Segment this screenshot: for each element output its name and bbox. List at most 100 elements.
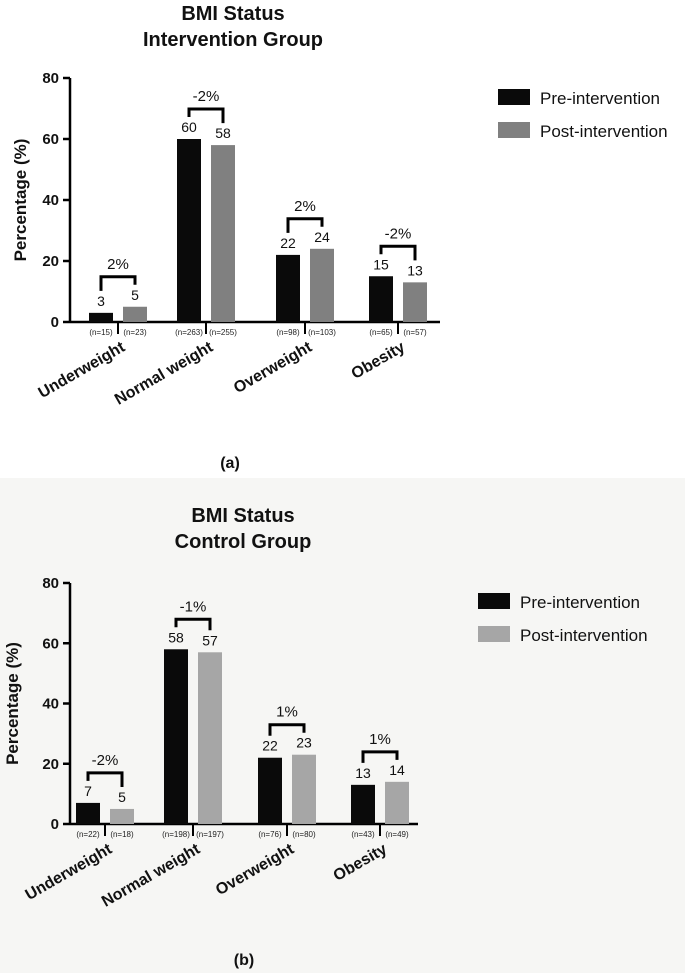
sample-size-label: (n=65) (369, 328, 393, 337)
legend-label: Post-intervention (520, 626, 648, 645)
bar-chart-control: BMI Status Control Group 0 20 40 60 80 Percenta… (3, 505, 648, 969)
difference-bracket (86, 771, 124, 787)
sample-size-label: (n=197) (196, 830, 224, 839)
bar-value-label: 14 (389, 762, 405, 778)
difference-label: -2% (193, 88, 220, 105)
chart-title: BMI Status (191, 505, 294, 527)
bar-chart-intervention: BMI Status Intervention Group 0 20 40 60 80 Per… (11, 3, 668, 472)
difference-label: -2% (92, 752, 119, 769)
bar (211, 145, 235, 322)
sample-size-label: (n=49) (385, 830, 409, 839)
bar-value-label: 22 (262, 738, 278, 754)
bar (110, 808, 134, 824)
y-tick-label: 20 (42, 756, 59, 773)
bar (369, 276, 393, 322)
bar-value-label: 57 (202, 632, 218, 648)
sample-size-label: (n=80) (292, 830, 316, 839)
category-label: Obesity (349, 339, 408, 383)
sample-size-label: (n=15) (89, 328, 113, 337)
chart-panel-b: BMI Status Control Group 0 20 40 60 80 Percenta… (0, 478, 685, 973)
bar (198, 652, 222, 824)
bar-value-label: 13 (355, 765, 371, 781)
bar-value-label: 7 (84, 783, 92, 799)
panel-caption: (a) (220, 455, 240, 472)
difference-bracket (379, 244, 417, 261)
y-tick-label: 60 (42, 635, 59, 652)
difference-label: 2% (107, 256, 129, 273)
difference-bracket (99, 275, 137, 291)
bar (403, 282, 427, 322)
sample-size-label: (n=43) (351, 830, 375, 839)
bar-value-label: 60 (181, 119, 197, 135)
bar (76, 802, 100, 824)
bar-value-label: 58 (215, 125, 231, 141)
y-axis-label: Percentage (%) (3, 642, 22, 765)
bar (89, 312, 113, 322)
difference-label: -2% (385, 225, 412, 242)
bar (258, 757, 282, 824)
difference-bracket (361, 750, 399, 763)
legend-label: Pre-intervention (520, 593, 640, 612)
y-tick-label: 80 (42, 70, 59, 87)
chart-panel-a: BMI Status Intervention Group 0 20 40 60 80 Per… (0, 0, 685, 478)
chart-title: Control Group (175, 531, 312, 553)
chart-title: Intervention Group (143, 29, 323, 51)
bar (351, 784, 375, 824)
bar (164, 649, 188, 824)
bar (123, 306, 147, 322)
bar (177, 139, 201, 322)
y-tick-label: 0 (51, 816, 59, 833)
difference-label: -1% (180, 598, 207, 615)
sample-size-label: (n=23) (123, 328, 147, 337)
bar-value-label: 23 (296, 735, 312, 751)
bar-value-label: 5 (118, 789, 126, 805)
sample-size-label: (n=18) (110, 830, 134, 839)
bar-value-label: 22 (280, 235, 296, 251)
sample-size-label: (n=98) (276, 328, 300, 337)
category-label: Overweight (231, 338, 316, 397)
difference-label: 1% (369, 731, 391, 748)
category-label: Obesity (331, 841, 390, 885)
y-tick-label: 40 (42, 192, 59, 209)
y-tick-label: 40 (42, 696, 59, 713)
difference-bracket (286, 217, 324, 233)
y-tick-label: 0 (51, 314, 59, 331)
sample-size-label: (n=103) (308, 328, 336, 337)
bar-value-label: 15 (373, 256, 389, 272)
sample-size-label: (n=198) (162, 830, 190, 839)
bar (292, 754, 316, 824)
category-label: Overweight (213, 840, 298, 899)
legend-swatch (478, 593, 510, 609)
bar-value-label: 24 (314, 229, 330, 245)
legend-swatch (498, 122, 530, 138)
sample-size-label: (n=76) (258, 830, 282, 839)
bar-value-label: 5 (131, 287, 139, 303)
y-axis-label: Percentage (%) (11, 139, 30, 262)
legend-label: Pre-intervention (540, 89, 660, 108)
sample-size-label: (n=263) (175, 328, 203, 337)
y-tick-label: 20 (42, 253, 59, 270)
difference-bracket (268, 723, 306, 736)
difference-label: 2% (294, 198, 316, 215)
sample-size-label: (n=57) (403, 328, 427, 337)
panel-caption: (b) (234, 952, 254, 969)
y-tick-label: 80 (42, 575, 59, 592)
bar-value-label: 3 (97, 293, 105, 309)
category-label: Normal weight (99, 840, 204, 910)
legend-swatch (478, 626, 510, 642)
sample-size-label: (n=22) (76, 830, 100, 839)
difference-bracket (187, 107, 225, 124)
y-tick-label: 60 (42, 131, 59, 148)
category-label: Normal weight (112, 338, 217, 408)
bar (385, 781, 409, 824)
chart-title: BMI Status (181, 3, 284, 25)
bar (310, 248, 334, 322)
sample-size-label: (n=255) (209, 328, 237, 337)
bar-value-label: 13 (407, 262, 423, 278)
difference-label: 1% (276, 704, 298, 721)
legend-swatch (498, 89, 530, 105)
difference-bracket (174, 617, 212, 631)
bar-value-label: 58 (168, 629, 184, 645)
bar (276, 254, 300, 322)
legend-label: Post-intervention (540, 122, 668, 141)
